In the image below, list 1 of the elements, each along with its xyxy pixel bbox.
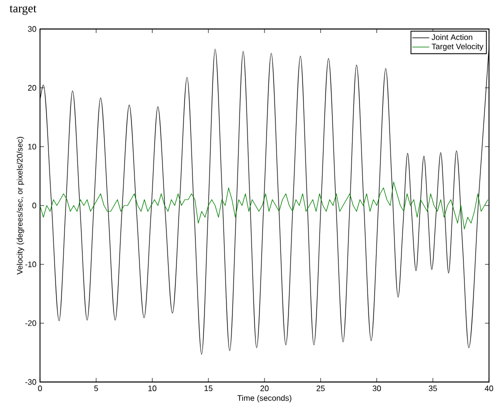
text: target — [10, 6, 36, 15]
